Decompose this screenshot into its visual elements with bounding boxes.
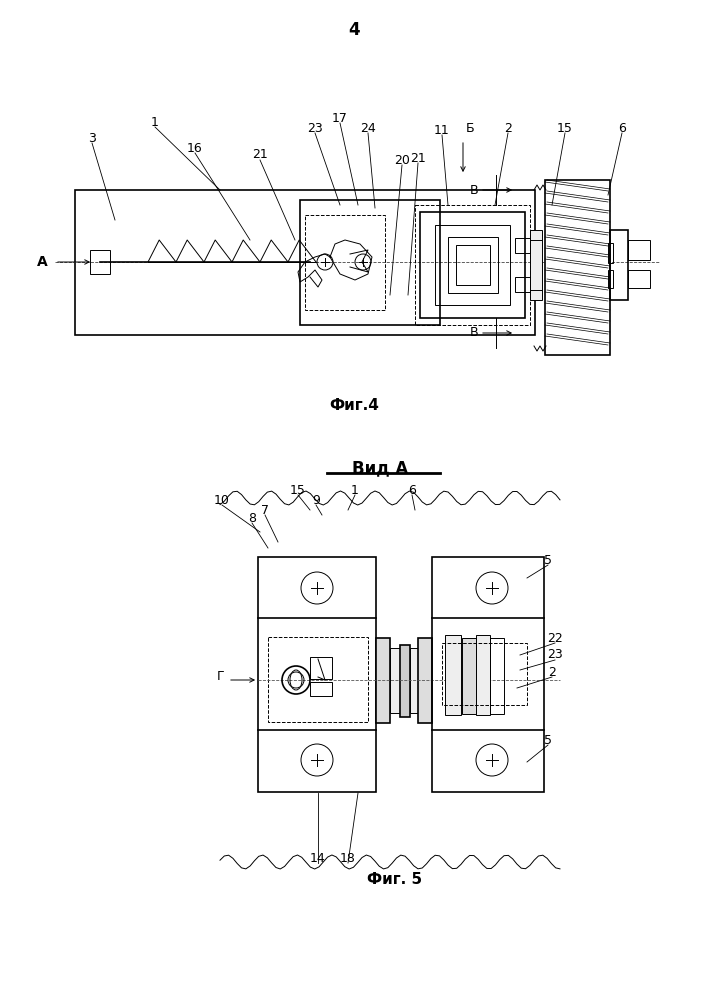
Bar [432,557,544,792]
Bar [75,190,535,335]
Text: 20: 20 [394,153,410,166]
Text: 6: 6 [618,121,626,134]
Bar [420,212,525,318]
Text: 10: 10 [214,493,230,506]
Bar [476,635,490,715]
Bar [376,638,390,723]
Text: 15: 15 [557,121,573,134]
Bar [258,557,376,792]
Text: 9: 9 [312,493,320,506]
Text: 6: 6 [408,484,416,496]
Bar [418,638,432,723]
Text: 3: 3 [88,131,96,144]
Bar [415,205,530,325]
Text: Вид А: Вид А [352,459,408,477]
Text: Фиг. 5: Фиг. 5 [368,872,423,888]
Bar [400,645,410,717]
Bar [410,648,418,713]
Bar [268,637,368,722]
Text: В: В [469,184,478,196]
Bar [530,230,542,300]
Bar [628,240,650,260]
Text: 22: 22 [547,632,563,645]
Text: 5: 5 [544,734,552,746]
Bar [448,237,498,293]
Bar [435,225,510,305]
Text: 1: 1 [351,484,359,496]
Text: А: А [37,255,48,269]
Text: 17: 17 [332,111,348,124]
Text: В: В [469,326,478,340]
Text: 5: 5 [544,554,552,566]
Bar [462,638,476,714]
Bar [310,657,332,679]
Bar [490,638,504,714]
Bar [545,180,610,355]
Bar [515,238,530,253]
Text: 15: 15 [290,484,306,496]
Text: 7: 7 [261,504,269,516]
Bar [628,270,650,288]
Bar [608,243,613,263]
Text: 8: 8 [248,512,256,524]
Bar [515,277,530,292]
Text: 14: 14 [310,852,326,864]
Text: 16: 16 [187,141,203,154]
Bar [90,250,110,274]
Bar [610,230,628,300]
Bar [300,200,440,325]
Text: Фиг.4: Фиг.4 [329,397,379,412]
Text: 1: 1 [151,115,159,128]
Text: 23: 23 [547,648,563,662]
Bar [310,682,332,696]
Text: 23: 23 [307,121,323,134]
Text: 2: 2 [504,121,512,134]
Bar [442,643,527,705]
Bar [608,270,613,288]
Text: 4: 4 [348,21,360,39]
Bar [456,245,490,285]
Text: 18: 18 [340,852,356,864]
Bar [390,648,400,713]
Text: 2: 2 [548,666,556,678]
Bar [445,635,461,715]
Text: 21: 21 [410,151,426,164]
Text: Г: Г [216,670,224,684]
Text: 21: 21 [252,148,268,161]
Bar [305,215,385,310]
Text: 11: 11 [434,123,450,136]
Text: 24: 24 [360,121,376,134]
Text: Б: Б [466,122,474,135]
